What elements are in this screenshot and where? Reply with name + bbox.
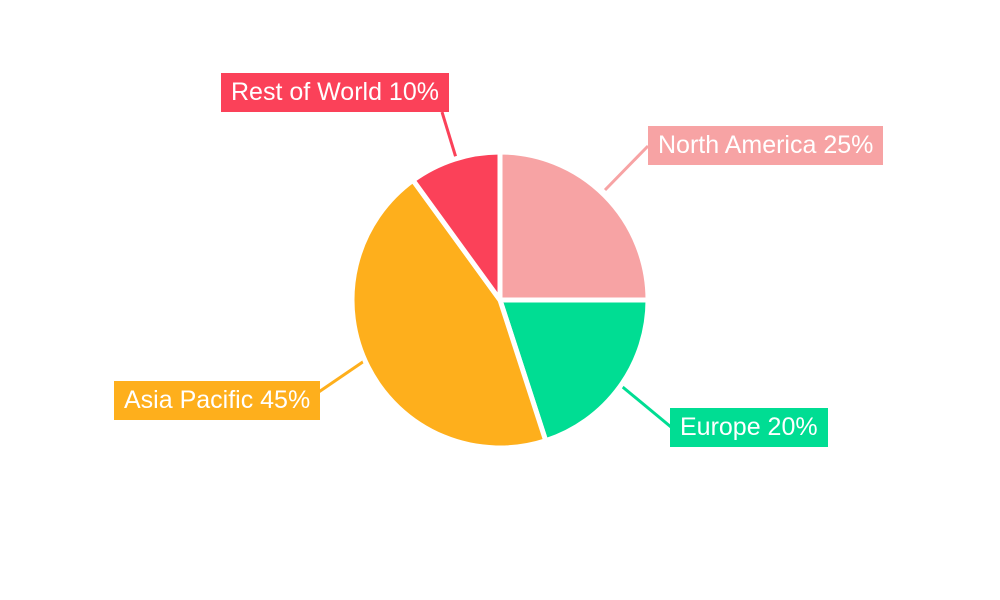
pie-slice-north-america[interactable] — [497, 149, 651, 303]
pie-slice-rest-of-world[interactable] — [410, 149, 503, 303]
pie-label-north-america-text: North America 25% — [658, 131, 874, 159]
leader-line-rest-of-world — [440, 111, 459, 162]
leader-line-europe — [618, 382, 672, 429]
pie-label-europe: Europe 20% — [670, 408, 828, 447]
pie-label-rest-of-world-text: Rest of World 10% — [231, 78, 439, 106]
pie-label-asia-pacific-text: Asia Pacific 45% — [124, 386, 311, 414]
pie-label-rest-of-world: Rest of World 10% — [221, 73, 449, 112]
pie-label-north-america: North America 25% — [648, 126, 884, 165]
pie-slice-asia-pacific[interactable] — [349, 177, 549, 451]
leader-line-north-america — [603, 144, 650, 192]
pie-label-europe-text: Europe 20% — [680, 413, 818, 441]
pie-slice-europe[interactable] — [497, 297, 651, 444]
pie-label-asia-pacific: Asia Pacific 45% — [114, 381, 321, 420]
